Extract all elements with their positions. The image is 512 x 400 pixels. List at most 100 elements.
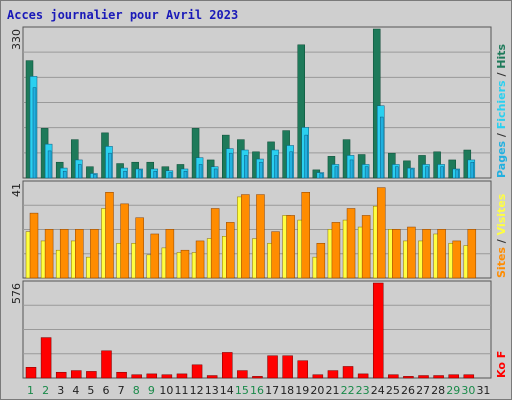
xtick-day-30: 30 [461, 384, 475, 397]
pages-bar-day-17 [274, 155, 278, 179]
xtick-day-11: 11 [175, 384, 189, 397]
pages-bar-day-5 [93, 174, 97, 179]
legend-pages: Pages [495, 140, 508, 178]
xtick-day-9: 9 [148, 384, 155, 397]
pages-bar-day-7 [123, 170, 127, 179]
visits-bar-day-17 [271, 231, 280, 279]
visits-bar-day-5 [90, 229, 99, 279]
kof-bar-day-12 [191, 364, 203, 379]
kof-bar-day-25 [388, 374, 399, 379]
legend-visits-panel: Sites / Visites [495, 193, 508, 278]
pages-bar-day-1 [32, 87, 37, 179]
kof-bar-day-26 [403, 376, 414, 379]
kof-bar-day-19 [297, 360, 308, 379]
xtick-day-7: 7 [118, 384, 125, 397]
visits-bar-day-2 [44, 229, 54, 279]
kof-bar-day-29 [448, 374, 459, 379]
pages-bar-day-14 [229, 152, 233, 179]
visits-bar-day-22 [346, 208, 356, 279]
hits-bar-day-5 [86, 166, 94, 179]
visits-bar-day-21 [331, 222, 341, 279]
pages-bar-day-11 [183, 170, 188, 179]
visits-bar-day-3 [59, 229, 69, 279]
pages-bar-day-20 [319, 173, 324, 179]
xtick-day-3: 3 [57, 384, 64, 397]
xtick-day-28: 28 [431, 384, 445, 397]
legend-sites: Sites [495, 247, 508, 278]
kof-bar-day-14 [222, 352, 233, 379]
kof-bar-day-9 [146, 373, 158, 379]
kof-bar-day-22 [342, 366, 354, 379]
kof-bar-day-7 [116, 371, 127, 379]
visits-bar-day-18 [286, 215, 295, 279]
xtick-day-1: 1 [27, 384, 34, 397]
pages-bar-day-25 [395, 166, 399, 179]
pages-bar-day-28 [440, 166, 444, 179]
ytick-panel-3: 576 [10, 283, 23, 304]
pages-bar-day-2 [47, 150, 52, 179]
pages-bar-day-24 [379, 116, 384, 179]
kof-bar-day-27 [418, 375, 429, 379]
visits-bar-day-4 [75, 229, 84, 279]
visits-bar-day-25 [392, 229, 401, 279]
legend-ko-f: Ko F [495, 351, 508, 378]
visits-bar-day-26 [407, 226, 416, 279]
kof-bar-day-15 [237, 370, 248, 379]
kof-bar-day-4 [71, 370, 82, 379]
xtick-day-23: 23 [356, 384, 370, 397]
xtick-day-16: 16 [250, 384, 264, 397]
visits-bar-day-15 [241, 194, 250, 279]
hits-bar-day-4 [71, 139, 79, 179]
kof-bar-day-24 [372, 282, 384, 379]
pages-bar-day-15 [244, 155, 248, 179]
kof-bar-day-20 [312, 374, 324, 379]
hits-bar-day-24 [372, 28, 381, 179]
pages-bar-day-29 [455, 169, 459, 179]
chart-title: Acces journalier pour Avril 2023 [7, 8, 239, 22]
kof-bar-day-8 [131, 374, 142, 379]
xtick-day-24: 24 [371, 384, 385, 397]
xtick-day-29: 29 [446, 384, 460, 397]
xtick-day-31: 31 [476, 384, 490, 397]
pages-bar-day-27 [425, 166, 429, 179]
visits-bar-day-7 [120, 203, 129, 279]
visits-bar-day-10 [165, 229, 175, 279]
kof-bar-day-18 [282, 355, 293, 379]
kof-bar-day-1 [25, 367, 37, 379]
xtick-day-26: 26 [401, 384, 415, 397]
xtick-day-18: 18 [280, 384, 294, 397]
legend-separator: / [495, 235, 508, 247]
legend-visites: Visites [495, 193, 508, 235]
pages-bar-day-22 [349, 159, 354, 179]
xtick-day-10: 10 [159, 384, 173, 397]
visits-bar-day-14 [226, 222, 235, 279]
kof-bar-day-11 [176, 373, 188, 379]
xtick-day-22: 22 [341, 384, 355, 397]
xtick-day-14: 14 [220, 384, 234, 397]
pages-bar-day-23 [364, 166, 369, 179]
kof-bar-day-13 [206, 375, 218, 379]
ytick-panel-1: 330 [10, 29, 23, 50]
xtick-day-12: 12 [190, 384, 204, 397]
visits-bar-day-6 [105, 192, 114, 279]
kof-bar-day-16 [252, 376, 263, 379]
pages-bar-day-13 [213, 168, 218, 179]
pages-bar-day-19 [304, 134, 308, 179]
visits-bar-day-23 [361, 215, 371, 279]
legend-separator: / [495, 69, 508, 81]
xtick-day-8: 8 [133, 384, 140, 397]
pages-bar-day-4 [78, 164, 82, 179]
kof-bar-day-3 [55, 371, 67, 379]
visits-bar-day-27 [422, 229, 431, 279]
pages-bar-day-12 [198, 164, 203, 179]
pages-bar-day-21 [334, 166, 339, 179]
kof-bar-day-28 [433, 375, 444, 379]
pages-bar-day-16 [259, 161, 263, 179]
xtick-day-4: 4 [72, 384, 79, 397]
legend-hits: Hits [495, 43, 508, 68]
pages-bar-day-30 [470, 161, 475, 179]
kof-bar-day-5 [86, 371, 97, 379]
pages-bar-day-10 [168, 172, 173, 179]
